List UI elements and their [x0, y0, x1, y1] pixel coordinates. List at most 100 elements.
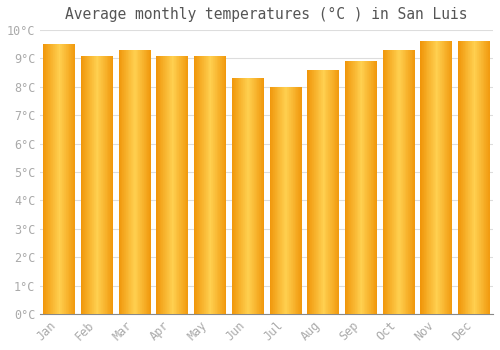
Bar: [247, 78, 248, 314]
Bar: [412, 50, 413, 314]
Bar: [435, 41, 436, 314]
Bar: [308, 70, 309, 314]
Bar: [91, 56, 92, 314]
Bar: [59, 44, 60, 314]
Bar: [120, 50, 121, 314]
Bar: [256, 78, 257, 314]
Bar: [387, 50, 388, 314]
Bar: [483, 41, 484, 314]
Bar: [186, 56, 187, 314]
Bar: [84, 56, 86, 314]
Bar: [421, 41, 422, 314]
Bar: [470, 41, 471, 314]
Bar: [89, 56, 90, 314]
Bar: [395, 50, 396, 314]
Bar: [82, 56, 83, 314]
Bar: [169, 56, 170, 314]
Bar: [180, 56, 182, 314]
Bar: [70, 44, 72, 314]
Bar: [325, 70, 326, 314]
Bar: [386, 50, 387, 314]
Bar: [233, 78, 234, 314]
Bar: [376, 61, 377, 314]
Bar: [221, 56, 222, 314]
Bar: [345, 61, 346, 314]
Bar: [466, 41, 467, 314]
Bar: [110, 56, 111, 314]
Bar: [202, 56, 203, 314]
Bar: [486, 41, 487, 314]
Bar: [241, 78, 242, 314]
Bar: [128, 50, 129, 314]
Bar: [476, 41, 477, 314]
Bar: [294, 87, 295, 314]
Bar: [285, 87, 286, 314]
Bar: [394, 50, 395, 314]
Bar: [58, 44, 59, 314]
Bar: [471, 41, 472, 314]
Bar: [478, 41, 480, 314]
Bar: [45, 44, 46, 314]
Bar: [464, 41, 465, 314]
Bar: [198, 56, 199, 314]
Bar: [319, 70, 320, 314]
Bar: [348, 61, 349, 314]
Bar: [49, 44, 50, 314]
Bar: [330, 70, 331, 314]
Bar: [44, 44, 45, 314]
Bar: [293, 87, 294, 314]
Bar: [54, 44, 56, 314]
Bar: [43, 44, 44, 314]
Bar: [200, 56, 201, 314]
Bar: [346, 61, 347, 314]
Bar: [482, 41, 483, 314]
Bar: [480, 41, 481, 314]
Bar: [329, 70, 330, 314]
Bar: [81, 56, 82, 314]
Bar: [218, 56, 219, 314]
Bar: [236, 78, 237, 314]
Bar: [473, 41, 474, 314]
Bar: [130, 50, 131, 314]
Bar: [414, 50, 415, 314]
Bar: [179, 56, 180, 314]
Bar: [411, 50, 412, 314]
Bar: [487, 41, 488, 314]
Bar: [66, 44, 67, 314]
Bar: [288, 87, 289, 314]
Bar: [223, 56, 224, 314]
Bar: [132, 50, 134, 314]
Bar: [159, 56, 160, 314]
Bar: [448, 41, 450, 314]
Bar: [427, 41, 428, 314]
Bar: [158, 56, 159, 314]
Bar: [145, 50, 146, 314]
Bar: [107, 56, 108, 314]
Bar: [438, 41, 439, 314]
Bar: [237, 78, 238, 314]
Bar: [214, 56, 215, 314]
Bar: [95, 56, 96, 314]
Bar: [298, 87, 299, 314]
Bar: [92, 56, 93, 314]
Bar: [225, 56, 226, 314]
Bar: [286, 87, 287, 314]
Bar: [465, 41, 466, 314]
Bar: [429, 41, 430, 314]
Bar: [280, 87, 281, 314]
Bar: [109, 56, 110, 314]
Bar: [283, 87, 284, 314]
Bar: [102, 56, 104, 314]
Bar: [327, 70, 328, 314]
Bar: [156, 56, 157, 314]
Bar: [208, 56, 209, 314]
Bar: [251, 78, 252, 314]
Bar: [444, 41, 445, 314]
Bar: [57, 44, 58, 314]
Bar: [112, 56, 113, 314]
Bar: [124, 50, 125, 314]
Bar: [272, 87, 274, 314]
Bar: [63, 44, 64, 314]
Bar: [60, 44, 61, 314]
Bar: [462, 41, 464, 314]
